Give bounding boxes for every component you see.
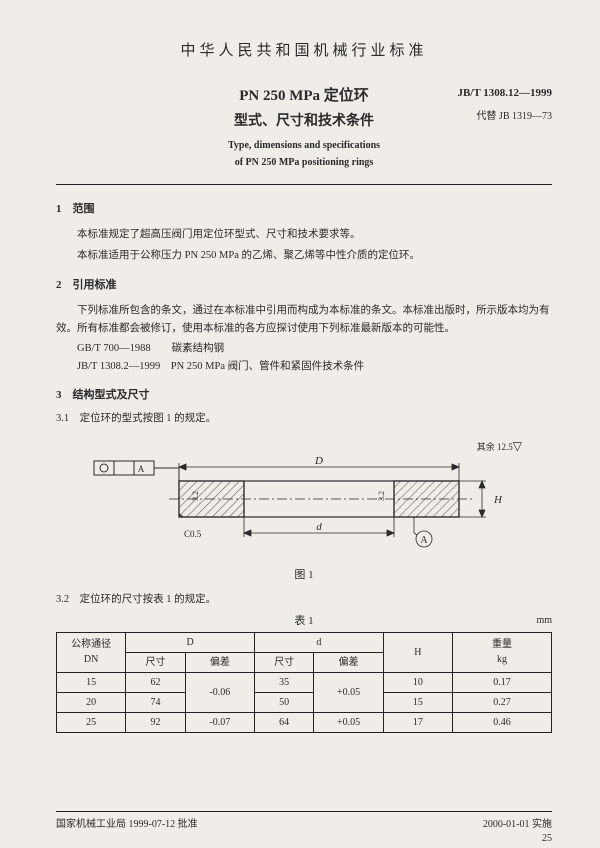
cell-wt: 0.27: [452, 692, 551, 712]
col-wt: 重量kg: [452, 632, 551, 672]
standard-code: JB/T 1308.12—1999: [457, 85, 552, 102]
footer-approval: 国家机械工业局 1999-07-12 批准: [56, 815, 198, 830]
col-dn: 公称通径DN: [57, 632, 126, 672]
cell-H: 10: [383, 672, 452, 692]
col-H: H: [383, 632, 452, 672]
section-2-heading: 2 引用标准: [56, 277, 552, 294]
surface-value: 12.5: [497, 442, 513, 452]
col-d-tol: 偏差: [314, 652, 383, 672]
table-row: 公称通径DN D d H 重量kg: [57, 632, 552, 652]
footer-effective: 2000-01-01 实施: [483, 815, 552, 830]
cell-H: 15: [383, 692, 452, 712]
col-D-size: 尺寸: [126, 652, 185, 672]
ring-diagram: A: [84, 441, 524, 551]
surface-roughness-note: 其余 12.5▽: [477, 437, 522, 455]
cell-H: 17: [383, 712, 452, 732]
cell-Dtol: -0.06: [185, 672, 254, 712]
table-unit: mm: [536, 613, 552, 628]
cell-d: 50: [254, 692, 313, 712]
section-3-heading: 3 结构型式及尺寸: [56, 387, 552, 404]
col-D: D: [126, 632, 255, 652]
org-title: 中华人民共和国机械行业标准: [56, 40, 552, 63]
table-1-caption-text: 表 1: [294, 615, 313, 627]
cell-d: 35: [254, 672, 313, 692]
document-page: 中华人民共和国机械行业标准 JB/T 1308.12—1999 代替 JB 13…: [0, 0, 600, 753]
cell-D: 62: [126, 672, 185, 692]
col-D-tol: 偏差: [185, 652, 254, 672]
section-3-2: 3.2 定位环的尺寸按表 1 的规定。: [56, 592, 552, 608]
title-en-line1: Type, dimensions and specifications: [56, 138, 552, 153]
table-row: 15 62 -0.06 35 +0.05 10 0.17: [57, 672, 552, 692]
section-1-heading: 1 范围: [56, 201, 552, 218]
section-3-1: 3.1 定位环的型式按图 1 的规定。: [56, 411, 552, 427]
dim-d-label: d: [316, 521, 322, 533]
col-d-size: 尺寸: [254, 652, 313, 672]
cell-dn: 15: [57, 672, 126, 692]
datum-A-balloon: A: [420, 535, 428, 546]
ref-gb: GB/T 700—1988 碳素结构钢: [56, 341, 552, 357]
roughness-icon: ▽: [513, 439, 522, 453]
col-d: d: [254, 632, 383, 652]
cell-D: 74: [126, 692, 185, 712]
table-row: 20 74 50 15 0.27: [57, 692, 552, 712]
cell-wt: 0.17: [452, 672, 551, 692]
surface-rest-label: 其余: [477, 442, 495, 452]
cell-dn: 25: [57, 712, 126, 732]
dim-D-label: D: [314, 455, 323, 467]
figure-1-caption: 图 1: [56, 567, 552, 584]
cell-dtol: +0.05: [314, 672, 383, 712]
cell-wt: 0.46: [452, 712, 551, 732]
table-1-caption: 表 1 mm: [56, 613, 552, 630]
section-2-p1: 下列标准所包含的条文，通过在本标准中引用而构成为本标准的条文。本标准出版时，所示…: [56, 302, 552, 338]
table-row: 25 92 -0.07 64 +0.05 17 0.46: [57, 712, 552, 732]
section-1-p1: 本标准规定了超高压阀门用定位环型式、尺寸和技术要求等。: [56, 226, 552, 244]
cell-D: 92: [126, 712, 185, 732]
gdtol-datum-a: A: [138, 464, 145, 474]
replace-code: 代替 JB 1319—73: [476, 109, 552, 124]
cell-d: 64: [254, 712, 313, 732]
figure-1: 其余 12.5▽ A: [56, 441, 552, 561]
dim-H-label: H: [493, 494, 503, 506]
page-number: 25: [542, 833, 552, 844]
section-1-p2: 本标准适用于公称压力 PN 250 MPa 的乙烯、聚乙烯等中性介质的定位环。: [56, 247, 552, 265]
chamfer-label: C0.5: [184, 529, 202, 539]
header-divider: [56, 184, 552, 185]
cell-dn: 20: [57, 692, 126, 712]
title-block: JB/T 1308.12—1999 代替 JB 1319—73 PN 250 M…: [56, 85, 552, 171]
roughness-right: 3.2: [377, 491, 386, 501]
dimensions-table: 公称通径DN D d H 重量kg 尺寸 偏差 尺寸 偏差 15 62 -0.0…: [56, 632, 552, 733]
cell-Dtol: -0.07: [185, 712, 254, 732]
ref-jb: JB/T 1308.2—1999 PN 250 MPa 阀门、管件和紧固件技术条…: [56, 359, 552, 375]
roughness-left: 3.2: [191, 491, 200, 501]
title-en-line2: of PN 250 MPa positioning rings: [56, 155, 552, 170]
cell-dtol: +0.05: [314, 712, 383, 732]
page-footer: 国家机械工业局 1999-07-12 批准 2000-01-01 实施: [56, 811, 552, 830]
